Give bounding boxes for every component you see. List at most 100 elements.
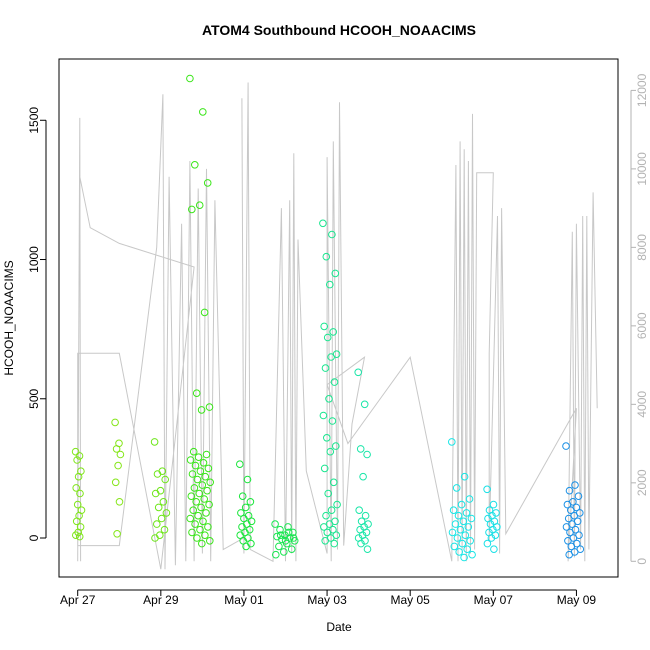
y2-tick-label: 10000 [635,152,649,186]
data-point [202,450,211,459]
data-point [329,328,338,336]
x-tick-label: May 01 [224,593,264,607]
data-point [206,478,214,487]
data-point [204,523,212,531]
data-point [196,467,205,476]
data-point [332,442,340,450]
data-point [466,537,475,545]
data-point [326,447,335,456]
data-point [74,472,83,481]
data-point [157,514,166,523]
data-point [448,528,457,537]
data-point [75,532,84,541]
data-point [162,509,171,517]
data-point [111,418,119,427]
data-point [326,280,334,289]
data-point [153,470,162,478]
data-point [463,545,472,554]
data-point [151,534,159,542]
data-point [464,523,473,531]
data-point [236,460,244,469]
data-point [280,548,288,556]
data-point [154,503,163,512]
data-point [460,553,468,562]
data-point [202,509,210,517]
data-point [191,461,200,470]
data-point [195,489,204,498]
data-point [324,489,333,498]
data-point [355,506,364,515]
data-point [490,545,498,554]
data-point [487,534,496,542]
x-tick-label: May 07 [474,593,514,607]
data-point [323,528,332,537]
data-point [205,403,214,411]
data-point [449,506,458,515]
data-point [454,511,463,520]
data-point [458,539,467,548]
data-point [456,525,465,534]
data-point [566,528,574,537]
y-tick-label: 1500 [27,107,41,134]
data-point [186,456,195,464]
data-point [571,481,579,489]
data-point [462,509,471,517]
data-point [565,550,574,559]
data-point [199,108,207,116]
data-point [190,484,199,492]
data-point [333,500,341,509]
data-point [72,484,80,492]
data-point [203,486,211,495]
x-tick-label: Apr 27 [60,593,96,607]
data-point [192,389,201,398]
data-point [188,205,196,214]
plot-frame [58,58,619,578]
data-point [188,528,196,537]
data-point [330,378,339,386]
data-point [359,472,367,481]
y2-tick-label: 8000 [635,234,649,261]
data-point [457,500,466,509]
data-point [75,452,84,460]
data-point [361,511,370,520]
data-point [271,520,279,528]
data-point [196,525,204,534]
data-point [363,545,372,554]
data-point [116,450,125,459]
data-point [467,514,476,523]
data-point [187,492,196,501]
data-point [360,400,369,409]
data-point [278,535,286,544]
data-point [198,539,206,548]
data-point [284,523,292,531]
data-point [151,489,160,498]
data-point [330,539,339,548]
data-point [276,525,284,534]
data-point [460,472,469,481]
data-point [199,459,208,467]
data-point [197,503,205,512]
data-point [323,434,331,442]
y2-tick-label: 2000 [635,469,649,496]
data-point [71,447,80,456]
data-point [242,542,250,551]
data-point [194,453,203,462]
data-point [448,438,456,446]
y2-tick-label: 12000 [635,73,649,107]
data-point [276,531,285,540]
data-point [452,484,461,492]
data-point [243,475,252,484]
data-point [289,534,298,542]
y2-tick-label: 0 [635,558,649,565]
data-point [72,531,80,540]
chart-title: ATOM4 Southbound HCOOH_NOAACIMS [202,22,476,38]
data-point [199,517,207,526]
data-point [198,481,207,489]
data-point [195,201,204,209]
data-point [113,530,121,538]
data-point [483,485,491,494]
y-tick-label: 1000 [27,246,41,273]
axes-layer: Apr 27 Apr 29 May 01 May 03 May 05 May 07 May … [27,58,649,607]
data-point [461,531,470,540]
